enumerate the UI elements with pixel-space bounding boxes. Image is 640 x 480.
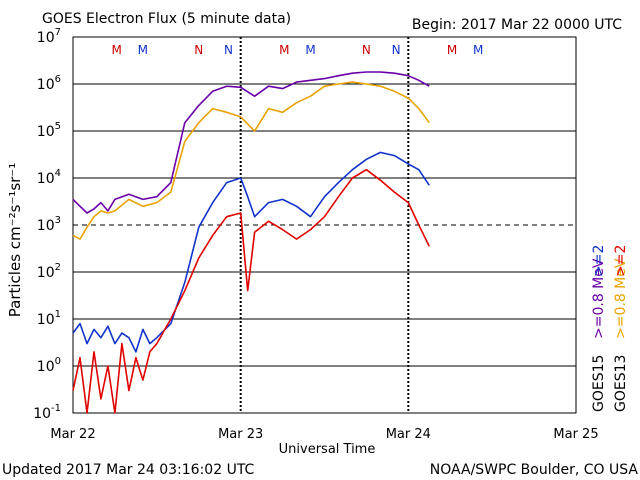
legend-satellite-label: GOES13 (613, 355, 629, 412)
satellite-marker: N (224, 43, 233, 57)
y-tick-label: 100 (37, 356, 61, 375)
y-tick-label: 101 (37, 309, 61, 328)
y-tick-label: 102 (37, 262, 61, 281)
x-axis-label: Universal Time (279, 442, 376, 457)
y-tick-label: 107 (37, 27, 61, 46)
satellite-marker: M (279, 43, 289, 57)
y-tick-label: 103 (37, 215, 61, 234)
series-line-2 (72, 81, 430, 240)
credit-label: NOAA/SWPC Boulder, CO USA (430, 462, 639, 478)
updated-timestamp: Updated 2017 Mar 24 03:16:02 UTC (2, 462, 255, 478)
series-line-4 (72, 168, 431, 414)
legend-entry: >=0.8 MeV (613, 258, 629, 339)
satellite-marker: M (473, 43, 483, 57)
satellite-marker: N (194, 43, 203, 57)
series-line-1 (72, 71, 430, 214)
x-tick-label: Mar 22 (50, 427, 95, 442)
y-tick-label: 106 (37, 74, 61, 93)
series-lines (72, 71, 431, 414)
legend-entry: >=2 (591, 245, 607, 277)
chart-title: GOES Electron Flux (5 minute data) (42, 11, 291, 27)
series-line-3 (72, 151, 430, 353)
legend-entry: >=2 (613, 245, 629, 277)
satellite-marker: M (305, 43, 315, 57)
satellite-marker: N (392, 43, 401, 57)
grid-lines (73, 37, 576, 413)
x-tick-label: Mar 25 (553, 427, 598, 442)
x-tick-label: Mar 23 (218, 427, 263, 442)
y-tick-labels: 107 106 105 104 103 102 101 100 10-1 (33, 27, 61, 422)
y-tick-label: 104 (37, 168, 61, 187)
legend-column: GOES13 >=0.8 MeV>=2 (613, 245, 629, 412)
satellite-marker: M (447, 43, 457, 57)
satellite-marker: N (362, 43, 371, 57)
x-tick-label: Mar 24 (386, 427, 431, 442)
begin-time-label: Begin: 2017 Mar 22 0000 UTC (412, 17, 622, 33)
satellite-marker: M (138, 43, 148, 57)
legend-column: GOES15 >=0.8 MeV>=2 (591, 245, 607, 412)
y-axis-label: Particles cm⁻²s⁻¹sr⁻¹ (6, 163, 24, 317)
legend-satellite-label: GOES15 (591, 355, 607, 412)
satellite-marker: M (111, 43, 121, 57)
legend-entry: >=0.8 MeV (591, 258, 607, 339)
x-tick-labels: Mar 22 Mar 23 Mar 24 Mar 25 (50, 427, 598, 442)
y-tick-label: 105 (37, 121, 61, 140)
y-tick-label: 10-1 (33, 403, 61, 422)
